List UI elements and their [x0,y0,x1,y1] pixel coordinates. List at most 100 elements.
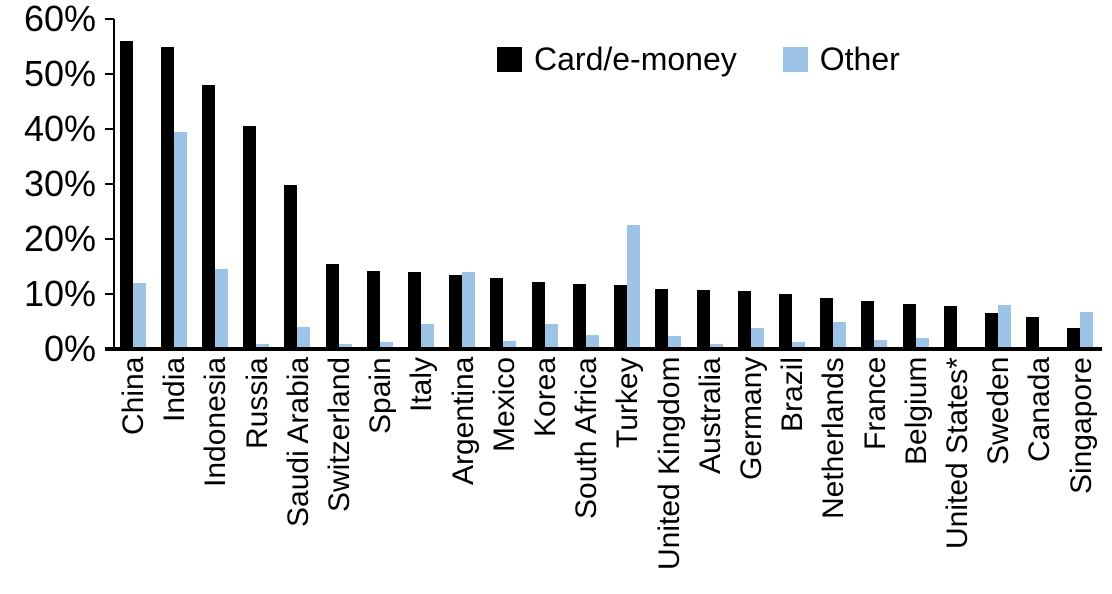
bar-group-australia [689,19,730,349]
legend-item-card-e-money: Card/e-money [497,42,737,76]
x-axis-label-brazil: Brazil [776,357,810,433]
other-bar [256,343,270,349]
y-axis-tick [105,183,114,185]
other-swatch-icon [782,46,808,72]
x-axis-label-united-states-: United States* [941,357,975,549]
x-axis-line [105,347,1102,351]
bar-group-netherlands [813,19,854,349]
card-e-money-bar [696,290,710,349]
bar-group-switzerland [318,19,359,349]
y-axis-tick [105,18,114,20]
card-e-money-bar [325,263,339,349]
x-axis-label-france: France [858,357,892,451]
other-bar [173,131,187,349]
y-axis-tick-label: 30% [23,163,96,204]
x-axis-label-south-africa: South Africa [570,357,604,519]
other-bar [874,339,888,349]
x-axis-label-netherlands: Netherlands [817,357,851,519]
card-e-money-bar [531,281,545,349]
bar-group-south-africa [565,19,606,349]
bar-group-argentina [442,19,483,349]
legend-label-other: Other [819,41,900,77]
other-bar [585,335,599,349]
bar-group-united-states- [936,19,977,349]
bar-group-belgium [895,19,936,349]
other-bar [997,305,1011,349]
other-bar [421,324,435,349]
y-axis-tick [105,73,114,75]
x-axis-label-germany: Germany [735,357,769,481]
card-e-money-bar [572,284,586,349]
card-e-money-bar [366,270,380,349]
card-e-money-bar [984,313,998,349]
bar-group-china [112,19,153,349]
other-bar [833,321,847,349]
x-axis-label-saudi-arabia: Saudi Arabia [281,357,315,528]
card-e-money-bar [1067,327,1081,349]
y-axis-tick [105,128,114,130]
other-bar [462,272,476,349]
other-bar [668,336,682,349]
card-e-money-bar [408,272,422,349]
bar-group-sweden [977,19,1018,349]
other-bar [297,327,311,349]
x-axis-label-india: India [158,357,192,423]
card-e-money-bar [243,126,257,349]
x-axis-label-korea: Korea [529,357,563,438]
card-e-money-bar [490,277,504,349]
card-e-money-bar [614,285,628,349]
bar-group-united-kingdom [648,19,689,349]
x-axis-label-mexico: Mexico [487,357,521,453]
y-axis-tick-label: 20% [23,218,96,259]
card-e-money-bar [943,306,957,349]
bar-group-spain [359,19,400,349]
bar-group-singapore [1060,19,1101,349]
bar-group-russia [236,19,277,349]
x-axis-label-russia: Russia [240,357,274,449]
bar-group-italy [400,19,441,349]
other-bar [791,342,805,349]
card-e-money-bar [202,85,215,349]
x-axis-label-spain: Spain [364,357,398,434]
legend-label-card-e-money: Card/e-money [534,41,737,77]
x-axis-label-switzerland: Switzerland [323,357,357,513]
card-e-money-bar [820,298,834,349]
other-bar [915,338,929,349]
other-bar [544,323,558,349]
y-axis-tick-label: 40% [23,108,96,149]
bar-group-turkey [607,19,648,349]
legend: Card/e-money Other [497,42,900,76]
x-axis-label-italy: Italy [405,357,439,413]
other-bar [750,327,764,349]
other-bar [1080,312,1094,349]
x-axis-label-canada: Canada [1023,357,1057,463]
bar-group-indonesia [194,19,235,349]
card-e-money-swatch-icon [497,46,522,72]
card-e-money-bar [861,301,875,349]
bar-group-india [153,19,194,349]
bar-group-france [854,19,895,349]
x-axis-label-belgium: Belgium [899,357,933,466]
other-bar [215,269,228,349]
x-axis-labels: China India Indonesia Russia Saudi Arabia Swi… [113,357,1102,589]
y-axis-tick-label: 0% [43,328,96,369]
x-axis-label-indonesia: Indonesia [199,357,233,488]
card-e-money-bar [1026,316,1040,349]
x-axis-label-turkey: Turkey [611,357,645,448]
x-axis-label-singapore: Singapore [1064,357,1098,494]
other-bar [709,343,723,349]
x-axis-label-australia: Australia [693,357,727,474]
other-bar [132,283,146,349]
bar-group-mexico [483,19,524,349]
y-axis-tick-label: 60% [23,0,96,39]
card-e-money-bar [119,41,133,349]
legend-item-other: Other [782,41,900,77]
card-e-money-bar [902,304,916,349]
card-e-money-bar [737,291,751,349]
x-axis-label-united-kingdom: United Kingdom [652,357,686,571]
other-bar [627,225,641,349]
bar-group-saudi-arabia [277,19,318,349]
x-axis-label-sweden: Sweden [982,357,1016,466]
bar-group-korea [524,19,565,349]
y-axis-tick [105,238,114,240]
